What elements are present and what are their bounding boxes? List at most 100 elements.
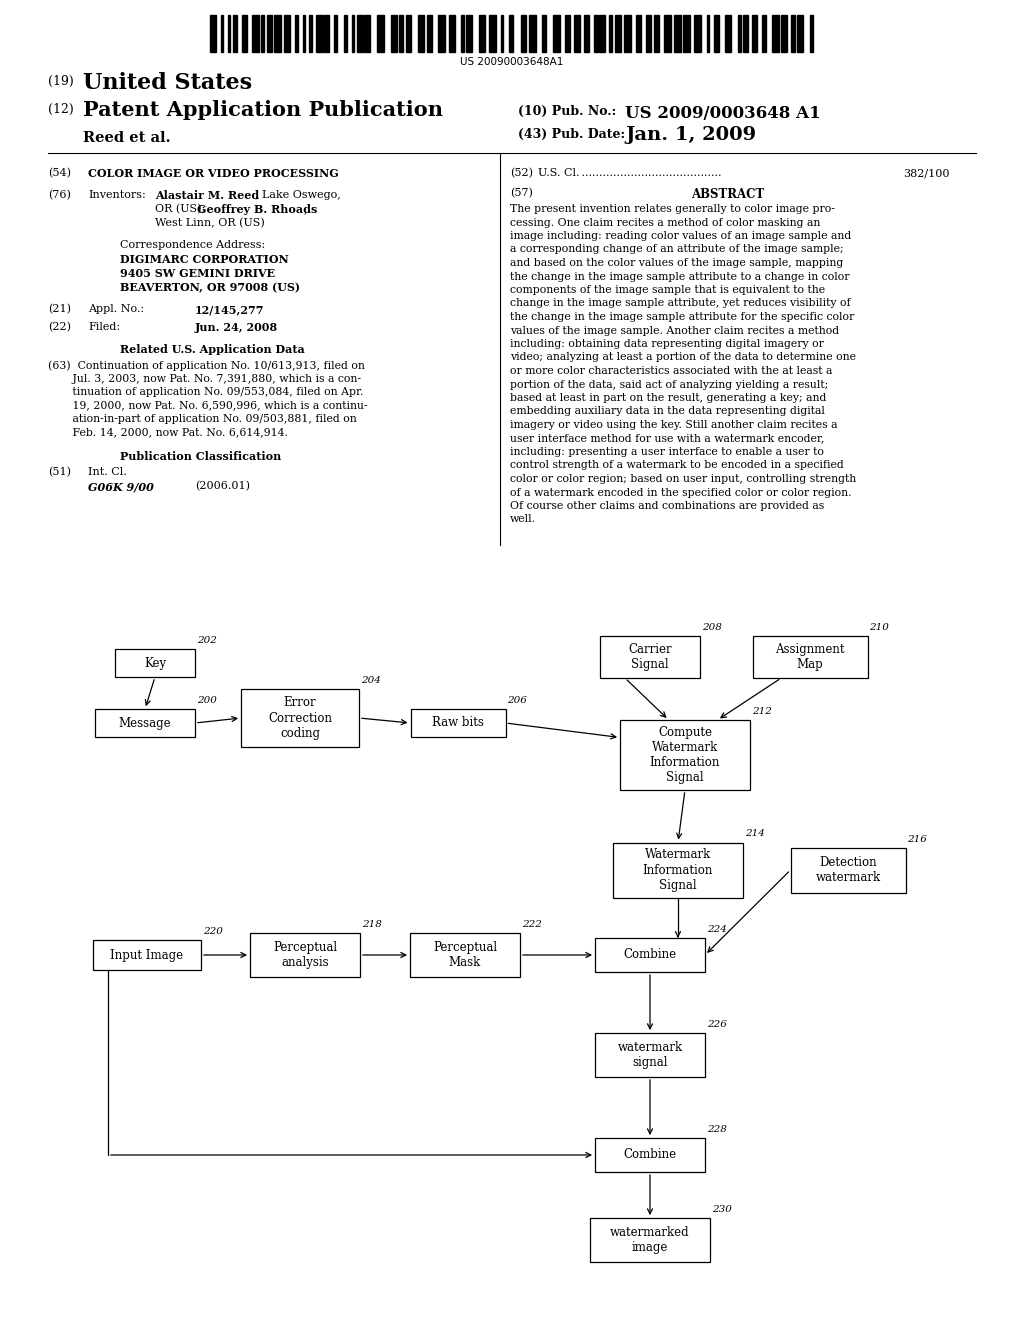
Bar (810, 15, 813, 51)
Text: (12): (12) (48, 103, 74, 116)
Text: 228: 228 (707, 1125, 727, 1134)
Text: 214: 214 (745, 829, 765, 838)
Bar (253, 15, 258, 51)
Text: the change in the image sample attribute for the specific color: the change in the image sample attribute… (510, 312, 854, 322)
Text: Combine: Combine (624, 1148, 677, 1162)
Text: Reed et al.: Reed et al. (83, 131, 171, 145)
Bar (798, 15, 803, 51)
Text: well.: well. (510, 515, 536, 524)
Bar (781, 15, 786, 51)
Bar (509, 15, 513, 51)
Text: 212: 212 (752, 708, 772, 715)
Bar (585, 15, 589, 51)
Bar (791, 847, 905, 892)
Bar (553, 15, 560, 51)
Text: tinuation of application No. 09/553,084, filed on Apr.: tinuation of application No. 09/553,084,… (48, 387, 364, 397)
Text: Appl. No.:: Appl. No.: (88, 304, 144, 314)
Text: change in the image sample attribute, yet reduces visibility of: change in the image sample attribute, ye… (510, 298, 851, 309)
Text: (19): (19) (48, 75, 74, 88)
Text: video; analyzing at least a portion of the data to determine one: video; analyzing at least a portion of t… (510, 352, 856, 363)
Text: Error
Correction
coding: Error Correction coding (268, 697, 332, 739)
Text: 19, 2000, now Pat. No. 6,590,996, which is a continu-: 19, 2000, now Pat. No. 6,590,996, which … (48, 400, 368, 411)
Text: values of the image sample. Another claim recites a method: values of the image sample. Another clai… (510, 326, 839, 335)
Text: (51): (51) (48, 467, 71, 478)
Bar (478, 15, 485, 51)
Text: (43) Pub. Date:: (43) Pub. Date: (518, 128, 625, 141)
Bar (356, 15, 362, 51)
Text: ........................................: ........................................ (578, 168, 725, 178)
Bar (399, 15, 402, 51)
Text: 208: 208 (702, 623, 722, 632)
Text: a corresponding change of an attribute of the image sample;: a corresponding change of an attribute o… (510, 244, 844, 255)
Text: user interface method for use with a watermark encoder,: user interface method for use with a wat… (510, 433, 824, 444)
Bar (352, 15, 354, 51)
Bar (407, 15, 411, 51)
Bar (115, 649, 195, 677)
Text: (10) Pub. No.:: (10) Pub. No.: (518, 106, 616, 117)
Bar (437, 15, 445, 51)
Text: components of the image sample that is equivalent to the: components of the image sample that is e… (510, 285, 825, 294)
Bar (683, 15, 690, 51)
Text: 9405 SW GEMINI DRIVE: 9405 SW GEMINI DRIVE (120, 268, 275, 279)
Text: portion of the data, said act of analyzing yielding a result;: portion of the data, said act of analyzi… (510, 380, 828, 389)
Text: Assignment
Map: Assignment Map (775, 643, 845, 671)
Text: (22): (22) (48, 322, 71, 333)
Bar (334, 15, 337, 51)
Bar (377, 15, 384, 51)
Text: color or color region; based on user input, controlling strength: color or color region; based on user inp… (510, 474, 856, 484)
Bar (93, 940, 201, 970)
Bar (466, 15, 472, 51)
Bar (242, 15, 247, 51)
Text: 216: 216 (907, 834, 928, 843)
Bar (742, 15, 748, 51)
Bar (645, 15, 651, 51)
Bar (595, 1034, 705, 1077)
Text: 224: 224 (707, 925, 727, 935)
Text: 210: 210 (869, 623, 890, 632)
Bar (613, 842, 743, 898)
Text: 222: 222 (522, 920, 542, 929)
Text: based at least in part on the result, generating a key; and: based at least in part on the result, ge… (510, 393, 826, 403)
Bar (261, 15, 264, 51)
Text: Jun. 24, 2008: Jun. 24, 2008 (195, 322, 279, 333)
Text: OR (US);: OR (US); (155, 205, 209, 214)
Bar (636, 15, 641, 51)
Bar (210, 15, 216, 51)
Bar (228, 15, 229, 51)
Text: Int. Cl.: Int. Cl. (88, 467, 127, 477)
Bar (520, 15, 526, 51)
Text: 202: 202 (197, 636, 217, 645)
Text: 12/145,277: 12/145,277 (195, 304, 264, 315)
Bar (595, 1138, 705, 1172)
Bar (344, 15, 347, 51)
Text: West Linn, OR (US): West Linn, OR (US) (155, 218, 265, 228)
Text: 220: 220 (203, 927, 223, 936)
Bar (573, 15, 581, 51)
Bar (772, 15, 779, 51)
Text: Key: Key (144, 656, 166, 669)
Bar (675, 15, 681, 51)
Bar (250, 933, 360, 977)
Text: Input Image: Input Image (111, 949, 183, 961)
Text: Carrier
Signal: Carrier Signal (628, 643, 672, 671)
Text: (63)  Continuation of application No. 10/613,913, filed on: (63) Continuation of application No. 10/… (48, 360, 365, 371)
Bar (528, 15, 536, 51)
Text: BEAVERTON, OR 97008 (US): BEAVERTON, OR 97008 (US) (120, 282, 300, 293)
Bar (624, 15, 631, 51)
Bar (241, 689, 359, 747)
Bar (753, 636, 867, 678)
Text: control strength of a watermark to be encoded in a specified: control strength of a watermark to be en… (510, 461, 844, 470)
Text: Message: Message (119, 717, 171, 730)
Text: Publication Classification: Publication Classification (120, 451, 282, 462)
Text: (54): (54) (48, 168, 71, 178)
Bar (427, 15, 432, 51)
Bar (654, 15, 659, 51)
Bar (411, 709, 506, 737)
Text: US 2009/0003648 A1: US 2009/0003648 A1 (625, 106, 820, 121)
Text: 382/100: 382/100 (903, 168, 950, 178)
Text: or more color characteristics associated with the at least a: or more color characteristics associated… (510, 366, 833, 376)
Bar (273, 15, 281, 51)
Bar (488, 15, 496, 51)
Text: The present invention relates generally to color image pro-: The present invention relates generally … (510, 205, 835, 214)
Text: embedding auxiliary data in the data representing digital: embedding auxiliary data in the data rep… (510, 407, 825, 417)
